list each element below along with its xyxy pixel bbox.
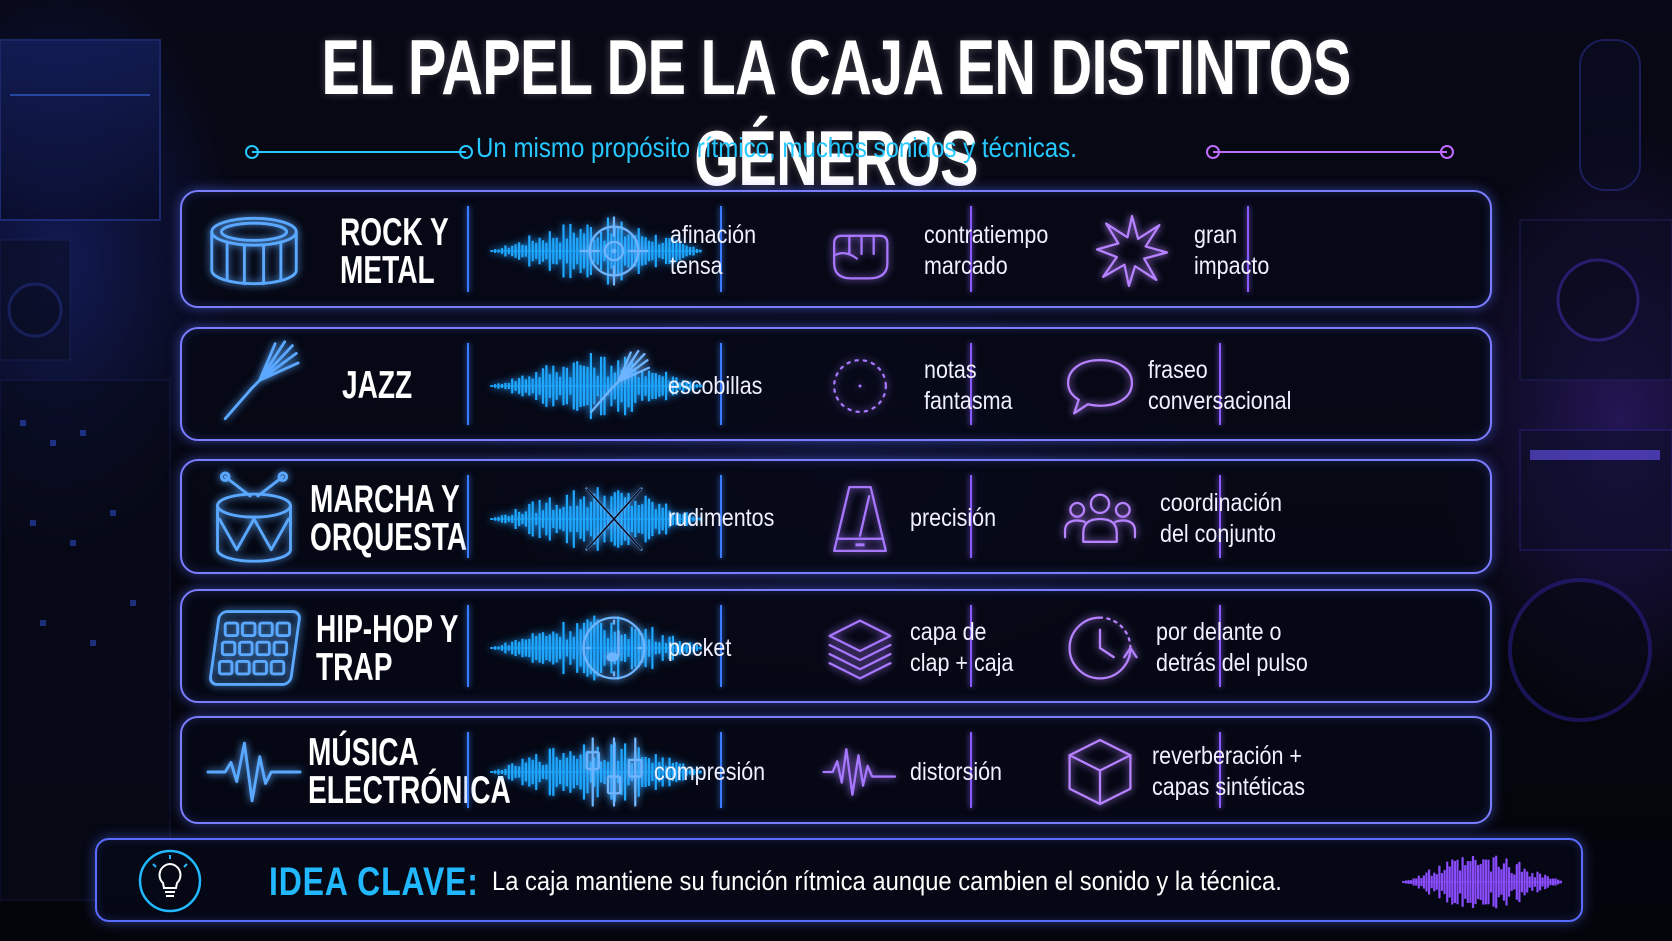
- layers-icon: [822, 610, 898, 691]
- column-divider: [467, 206, 469, 292]
- subtitle-row: Un mismo propósito rítmico, muchos sonid…: [0, 130, 1672, 170]
- drum-brush-icon: [206, 338, 302, 439]
- column-divider: [970, 475, 972, 558]
- dotted-circle-icon: [822, 348, 898, 429]
- subtitle: Un mismo propósito rítmico, muchos sonid…: [476, 132, 1077, 163]
- distortion-wave-icon: [822, 734, 898, 815]
- marching-drum-icon: [206, 470, 302, 572]
- feature-label: coordinación del conjunto: [1160, 488, 1282, 548]
- subtitle-left-ornament: [245, 145, 473, 159]
- feature-label: notas fantasma: [924, 356, 1013, 415]
- starburst-icon: [1094, 213, 1170, 294]
- feature-label: gran impacto: [1194, 221, 1270, 280]
- column-divider: [720, 343, 722, 425]
- fist-icon: [822, 213, 898, 294]
- pulse-wave-icon: [206, 724, 302, 825]
- genre-row: HIP-HOP Y TRAP pocket capa de clap + caja p…: [180, 589, 1492, 703]
- feature-label: fraseo conversacional: [1148, 356, 1292, 415]
- snare-waveform: [490, 615, 702, 681]
- feature-label: afinación tensa: [670, 221, 757, 280]
- column-divider: [720, 475, 722, 558]
- key-idea-waveform: [1402, 855, 1562, 909]
- genre-name: MÚSICA ELECTRÓNICA: [308, 731, 511, 812]
- genre-name: MARCHA Y ORQUESTA: [310, 478, 468, 559]
- genre-name: JAZZ: [342, 364, 413, 407]
- feature-label: rudimentos: [668, 504, 775, 532]
- drum-brush-icon: [576, 348, 652, 429]
- genre-row: MÚSICA ELECTRÓNICA compresión distorsión re…: [180, 716, 1492, 824]
- metronome-icon: [822, 481, 898, 562]
- crossed-sticks-icon: [576, 481, 652, 562]
- feature-label: distorsión: [910, 757, 1003, 786]
- feature-label: precisión: [910, 504, 997, 532]
- genre-row: ROCK Y METAL afinación tensa contratiempo …: [180, 190, 1492, 308]
- key-idea-label: IDEA CLAVE:: [269, 860, 479, 904]
- feature-label: pocket: [668, 633, 732, 662]
- cube-icon: [1062, 734, 1138, 815]
- column-divider: [467, 605, 469, 687]
- column-divider: [467, 475, 469, 558]
- drum-pad-icon: [206, 600, 302, 701]
- column-divider: [970, 605, 972, 687]
- feature-label: reverberación + capas sintéticas: [1152, 742, 1305, 801]
- column-divider: [720, 206, 722, 292]
- genre-name: ROCK Y METAL: [340, 211, 449, 292]
- feature-label: capa de clap + caja: [910, 618, 1014, 677]
- speech-bubble-icon: [1062, 348, 1138, 429]
- clock-note-icon: [576, 610, 652, 691]
- genre-row: JAZZ escobillas notas fantasma fraseo conve…: [180, 327, 1492, 441]
- column-divider: [720, 732, 722, 808]
- column-divider: [467, 343, 469, 425]
- column-divider: [1219, 732, 1221, 808]
- column-divider: [1219, 475, 1221, 558]
- feature-label: por delante o detrás del pulso: [1156, 618, 1308, 677]
- subtitle-right-ornament: [1206, 145, 1454, 159]
- feature-label: escobillas: [668, 371, 763, 400]
- feature-label: compresión: [654, 757, 766, 786]
- key-idea-box: IDEA CLAVE: La caja mantiene su función …: [95, 838, 1583, 922]
- column-divider: [970, 732, 972, 808]
- genre-name: HIP-HOP Y TRAP: [316, 608, 459, 689]
- lightbulb-icon: [138, 849, 202, 913]
- column-divider: [970, 343, 972, 425]
- clock-arrow-icon: [1062, 610, 1138, 691]
- column-divider: [1219, 343, 1221, 425]
- column-divider: [467, 732, 469, 808]
- crosshair-target-icon: [576, 213, 652, 294]
- group-people-icon: [1062, 481, 1138, 562]
- page-title: EL PAPEL DE LA CAJA EN DISTINTOS GÉNEROS: [321, 23, 1351, 202]
- column-divider: [970, 206, 972, 292]
- column-divider: [1219, 605, 1221, 687]
- feature-label: contratiempo marcado: [924, 221, 1049, 280]
- column-divider: [1247, 206, 1249, 292]
- snare-drum-icon: [206, 203, 302, 304]
- mixer-sliders-icon: [576, 734, 652, 815]
- key-idea-text: La caja mantiene su función rítmica aunq…: [492, 866, 1282, 896]
- genre-row: MARCHA Y ORQUESTA rudimentos precisión coor…: [180, 459, 1492, 574]
- column-divider: [720, 605, 722, 687]
